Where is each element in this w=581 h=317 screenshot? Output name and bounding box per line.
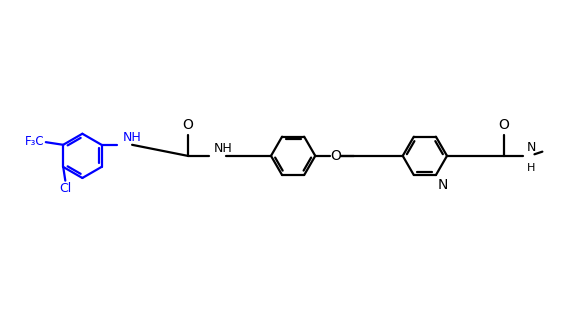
- Text: N: N: [526, 141, 536, 154]
- Text: H: H: [526, 163, 535, 173]
- Text: NH: NH: [123, 131, 141, 144]
- Text: O: O: [330, 149, 340, 163]
- Text: N: N: [437, 178, 448, 192]
- Text: O: O: [182, 118, 193, 132]
- Text: O: O: [498, 118, 510, 132]
- Text: NH: NH: [214, 142, 233, 155]
- Text: F₃C: F₃C: [25, 135, 45, 148]
- Text: Cl: Cl: [59, 182, 71, 195]
